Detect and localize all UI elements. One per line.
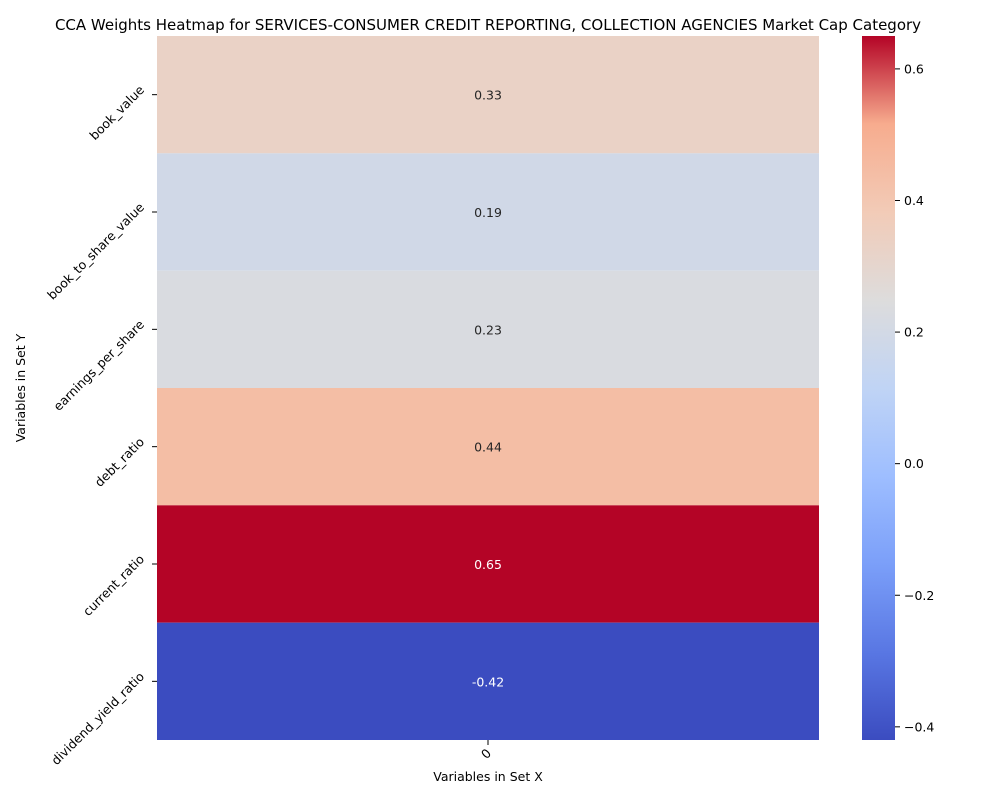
- cell-value-label: 0.19: [474, 205, 502, 220]
- cell-value-label: 0.65: [474, 557, 502, 572]
- heatmap-cell: [157, 153, 819, 271]
- cell-value-label: 0.44: [474, 440, 502, 455]
- y-tick-label: book_value: [86, 82, 147, 143]
- cell-value-label: -0.42: [472, 674, 504, 689]
- heatmap-cell: [157, 270, 819, 388]
- heatmap-cell: [157, 388, 819, 506]
- colorbar-tick-label: −0.4: [904, 719, 934, 734]
- heatmap-cell: [157, 622, 819, 740]
- colorbar-tick-label: 0.6: [904, 61, 924, 76]
- x-axis-ticks: 0: [478, 740, 494, 762]
- heatmap-cells: 0.33 0.19 0.23 0.44 0.65 -0.42: [157, 36, 819, 740]
- y-tick-label: current_ratio: [80, 552, 147, 619]
- chart-title: CCA Weights Heatmap for SERVICES-CONSUME…: [55, 16, 921, 34]
- heatmap-cell: [157, 505, 819, 623]
- colorbar-tick-label: 0.4: [904, 193, 924, 208]
- y-axis-label: Variables in Set Y: [13, 333, 28, 442]
- colorbar-tick-label: 0.2: [904, 325, 924, 340]
- y-axis-ticks: book_value book_to_share_value earnings_pe…: [44, 82, 157, 768]
- colorbar-tick-label: −0.2: [904, 588, 934, 603]
- x-tick-label: 0: [478, 745, 494, 761]
- cell-value-label: 0.23: [474, 322, 502, 337]
- y-tick-label: dividend_yield_ratio: [48, 669, 147, 768]
- x-axis-label: Variables in Set X: [433, 769, 543, 784]
- y-tick-label: earnings_per_share: [50, 317, 147, 414]
- cell-value-label: 0.33: [474, 88, 502, 103]
- colorbar-ticks: −0.4 −0.2 0.0 0.2 0.4 0.6: [895, 61, 934, 734]
- heatmap-cell: [157, 36, 819, 154]
- colorbar-gradient: [862, 36, 895, 740]
- y-tick-label: debt_ratio: [92, 434, 148, 490]
- y-tick-label: book_to_share_value: [44, 199, 147, 302]
- colorbar: −0.4 −0.2 0.0 0.2 0.4 0.6: [862, 36, 934, 740]
- colorbar-tick-label: 0.0: [904, 456, 924, 471]
